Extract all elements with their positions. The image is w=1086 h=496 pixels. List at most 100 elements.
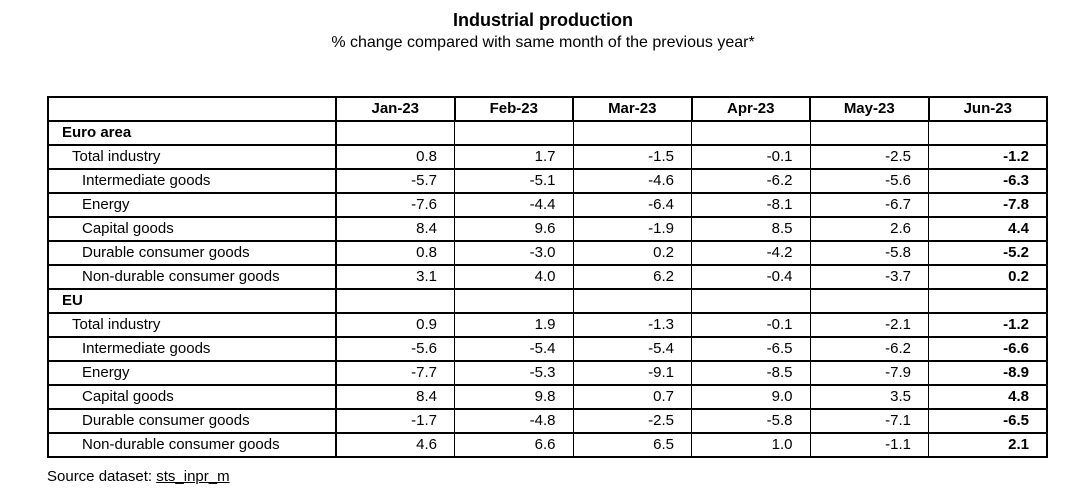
column-header: May-23 (809, 96, 930, 122)
column-header: Jan-23 (335, 96, 456, 122)
table-row: Non-durable consumer goods 4.6 6.6 6.5 1.0 -1… (47, 432, 1048, 458)
value-cell: 2.6 (809, 216, 929, 242)
value-cell: -5.6 (809, 168, 929, 194)
value-cell: -5.1 (454, 168, 574, 194)
value-cell (691, 288, 811, 314)
value-cell: 6.6 (454, 432, 574, 458)
value-cell (928, 288, 1048, 314)
value-cell: 1.7 (454, 144, 574, 170)
column-header: Mar-23 (572, 96, 693, 122)
value-cell: -5.8 (691, 408, 811, 434)
column-header: Apr-23 (690, 96, 811, 122)
row-label-cell: Non-durable consumer goods (47, 432, 337, 458)
row-label-cell: Capital goods (47, 384, 337, 410)
value-cell (454, 288, 574, 314)
corner-cell (47, 96, 337, 122)
row-label-cell: Total industry (47, 312, 337, 338)
value-cell (572, 120, 692, 146)
value-cell (809, 120, 929, 146)
row-label-cell: Non-durable consumer goods (47, 264, 337, 290)
value-cell: -5.6 (335, 336, 455, 362)
table-row: Durable consumer goods -1.7 -4.8 -2.5 -5.8 -7… (47, 408, 1048, 434)
value-cell: -1.5 (572, 144, 692, 170)
value-cell: 4.6 (335, 432, 455, 458)
value-cell: -1.1 (809, 432, 929, 458)
value-cell: 4.8 (928, 384, 1048, 410)
table-row: Energy -7.7 -5.3 -9.1 -8.5 -7.9 -8.9 (47, 360, 1048, 386)
row-label-cell: Energy (47, 192, 337, 218)
value-cell: -4.8 (454, 408, 574, 434)
value-cell: -1.2 (928, 312, 1048, 338)
row-label-cell: Capital goods (47, 216, 337, 242)
value-cell: -1.2 (928, 144, 1048, 170)
value-cell: 0.2 (572, 240, 692, 266)
table-header-row: Jan-23 Feb-23 Mar-23 Apr-23 May-23 Jun-23 (47, 96, 1048, 122)
value-cell: -1.9 (572, 216, 692, 242)
value-cell (691, 120, 811, 146)
value-cell: -5.4 (454, 336, 574, 362)
value-cell: 0.7 (572, 384, 692, 410)
row-label-cell: Intermediate goods (47, 168, 337, 194)
value-cell (335, 288, 455, 314)
value-cell: -8.1 (691, 192, 811, 218)
value-cell: -4.2 (691, 240, 811, 266)
value-cell: -7.9 (809, 360, 929, 386)
section-row: Euro area (47, 120, 1048, 146)
value-cell: 2.1 (928, 432, 1048, 458)
value-cell: -0.1 (691, 144, 811, 170)
row-label-cell: EU (47, 288, 337, 314)
value-cell: 8.4 (335, 384, 455, 410)
chart-subtitle: % change compared with same month of the… (331, 34, 755, 51)
value-cell: -3.7 (809, 264, 929, 290)
row-label-cell: Energy (47, 360, 337, 386)
value-cell: -5.4 (572, 336, 692, 362)
row-label-cell: Durable consumer goods (47, 240, 337, 266)
value-cell: 8.5 (691, 216, 811, 242)
value-cell: 9.6 (454, 216, 574, 242)
value-cell: 0.2 (928, 264, 1048, 290)
value-cell: -5.2 (928, 240, 1048, 266)
source-dataset-link[interactable]: sts_inpr_m (156, 468, 230, 485)
value-cell (335, 120, 455, 146)
column-header: Jun-23 (927, 96, 1048, 122)
value-cell: -6.5 (691, 336, 811, 362)
section-row: EU (47, 288, 1048, 314)
value-cell: 0.8 (335, 240, 455, 266)
page: Industrial production % change compared … (47, 10, 1086, 486)
table-row: Intermediate goods -5.6 -5.4 -5.4 -6.5 -6.2 -6… (47, 336, 1048, 362)
value-cell: -7.7 (335, 360, 455, 386)
table-body: Euro area Total industry 0.8 1.7 -1.5 -0.1 -2.… (47, 120, 1048, 458)
value-cell: -4.6 (572, 168, 692, 194)
table-row: Capital goods 8.4 9.6 -1.9 8.5 2.6 4.4 (47, 216, 1048, 242)
value-cell (928, 120, 1048, 146)
value-cell (454, 120, 574, 146)
source-label: Source dataset: (47, 468, 157, 485)
value-cell: -7.6 (335, 192, 455, 218)
value-cell: -3.0 (454, 240, 574, 266)
value-cell: 1.0 (691, 432, 811, 458)
value-cell: -9.1 (572, 360, 692, 386)
table-row: Total industry 0.8 1.7 -1.5 -0.1 -2.5 -1.2 (47, 144, 1048, 170)
table-row: Total industry 0.9 1.9 -1.3 -0.1 -2.1 -1.2 (47, 312, 1048, 338)
value-cell: -1.3 (572, 312, 692, 338)
value-cell: 4.4 (928, 216, 1048, 242)
table-row: Durable consumer goods 0.8 -3.0 0.2 -4.2 -5.8… (47, 240, 1048, 266)
value-cell: -4.4 (454, 192, 574, 218)
value-cell: -6.2 (809, 336, 929, 362)
source-line: Source dataset: sts_inpr_m (47, 467, 1086, 486)
value-cell: -6.5 (928, 408, 1048, 434)
industrial-production-table: Jan-23 Feb-23 Mar-23 Apr-23 May-23 Jun-23 Eur… (47, 96, 1048, 458)
value-cell: 6.2 (572, 264, 692, 290)
value-cell: -7.8 (928, 192, 1048, 218)
row-label-cell: Total industry (47, 144, 337, 170)
value-cell: -7.1 (809, 408, 929, 434)
value-cell: -5.8 (809, 240, 929, 266)
value-cell: -6.3 (928, 168, 1048, 194)
column-header: Feb-23 (453, 96, 574, 122)
value-cell: -0.1 (691, 312, 811, 338)
table-row: Intermediate goods -5.7 -5.1 -4.6 -6.2 -5.6 -6… (47, 168, 1048, 194)
row-label-cell: Durable consumer goods (47, 408, 337, 434)
value-cell: -2.5 (809, 144, 929, 170)
value-cell: 0.9 (335, 312, 455, 338)
value-cell: -1.7 (335, 408, 455, 434)
